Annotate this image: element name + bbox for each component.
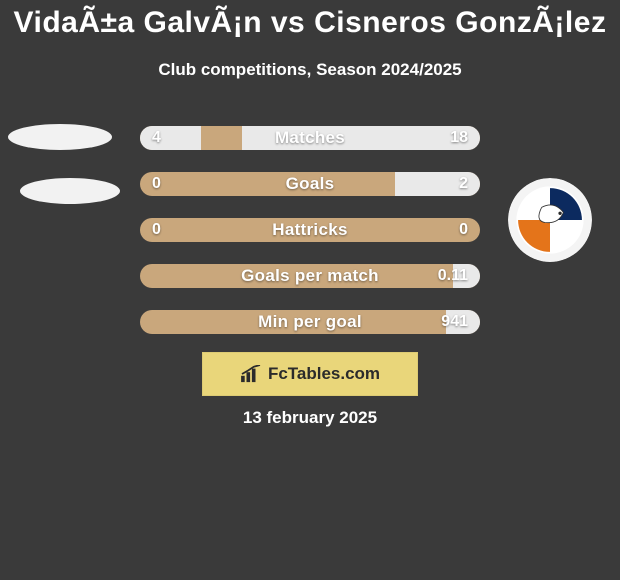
stat-bar-value-right: 2 — [459, 172, 468, 196]
stat-bar-value-right: 941 — [441, 310, 468, 334]
stat-bar: Hattricks0 0 — [140, 218, 480, 242]
stat-bar-label: Goals per match — [140, 264, 480, 288]
stat-bar-label: Hattricks — [140, 218, 480, 242]
away-club-logo — [508, 178, 592, 262]
stat-bar: Matches4 18 — [140, 126, 480, 150]
fctables-label: FcTables.com — [268, 364, 380, 384]
stat-bar-label: Min per goal — [140, 310, 480, 334]
stat-bar-value-left: 0 — [152, 218, 161, 242]
stat-bar: Goals0 2 — [140, 172, 480, 196]
snapshot-date: 13 february 2025 — [0, 408, 620, 428]
home-badge — [8, 124, 112, 150]
subtitle: Club competitions, Season 2024/2025 — [0, 60, 620, 80]
stat-bar: Min per goal941 — [140, 310, 480, 334]
fctables-watermark: FcTables.com — [202, 352, 418, 396]
comparison-card: VidaÃ±a GalvÃ¡n vs Cisneros GonzÃ¡lez Cl… — [0, 0, 620, 580]
stat-bar-label: Matches — [140, 126, 480, 150]
fctables-icon — [240, 365, 262, 383]
stat-bar-value-right: 0 — [459, 218, 468, 242]
stat-bar-value-right: 0.11 — [438, 264, 468, 288]
home-badge — [20, 178, 120, 204]
club-crest-svg — [508, 178, 592, 262]
stat-bar-value-left: 0 — [152, 172, 161, 196]
stat-bar-value-left: 4 — [152, 126, 161, 150]
stat-bar-label: Goals — [140, 172, 480, 196]
stat-bar: Goals per match0.11 — [140, 264, 480, 288]
page-title: VidaÃ±a GalvÃ¡n vs Cisneros GonzÃ¡lez — [0, 0, 620, 40]
stat-bar-value-right: 18 — [450, 126, 468, 150]
